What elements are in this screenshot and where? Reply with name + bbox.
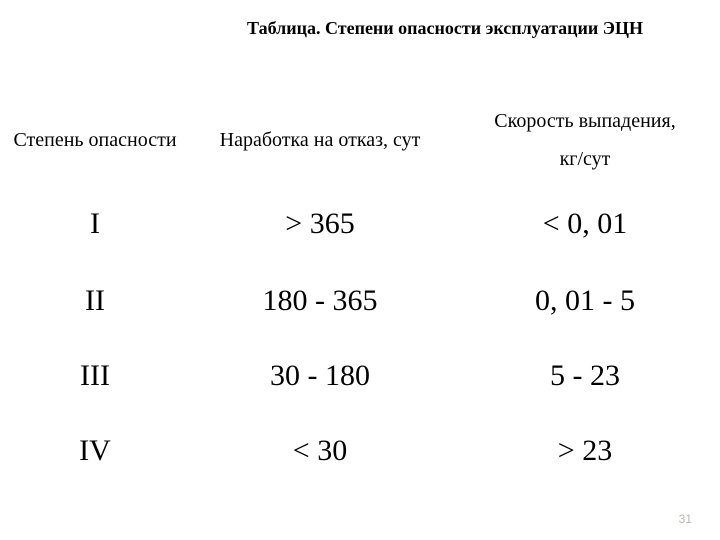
table-row: IV < 30 > 23 — [0, 413, 720, 488]
slide: Таблица. Степени опасности эксплуатации … — [0, 0, 720, 540]
cell-rate: 0, 01 - 5 — [450, 263, 720, 338]
table-row: II 180 - 365 0, 01 - 5 — [0, 263, 720, 338]
cell-rate: < 0, 01 — [450, 185, 720, 263]
header-rate-line2: кг/сут — [560, 148, 611, 170]
header-rate-line1: Скорость выпадения, — [494, 110, 675, 132]
cell-degree: I — [0, 185, 190, 263]
hazard-table: Степень опасности Наработка на отказ, су… — [0, 95, 720, 488]
cell-mtbf: 180 - 365 — [190, 263, 450, 338]
header-degree: Степень опасности — [0, 95, 190, 185]
header-mtbf: Наработка на отказ, сут — [190, 95, 450, 185]
cell-degree: III — [0, 338, 190, 413]
cell-degree: II — [0, 263, 190, 338]
cell-degree: IV — [0, 413, 190, 488]
cell-mtbf: < 30 — [190, 413, 450, 488]
table-row: III 30 - 180 5 - 23 — [0, 338, 720, 413]
cell-mtbf: 30 - 180 — [190, 338, 450, 413]
cell-rate: 5 - 23 — [450, 338, 720, 413]
cell-mtbf: > 365 — [190, 185, 450, 263]
cell-rate: > 23 — [450, 413, 720, 488]
header-rate: Скорость выпадения, кг/сут — [450, 95, 720, 185]
table-header-row: Степень опасности Наработка на отказ, су… — [0, 95, 720, 185]
page-number: 31 — [679, 512, 692, 526]
table-caption: Таблица. Степени опасности эксплуатации … — [0, 18, 720, 39]
table-row: I > 365 < 0, 01 — [0, 185, 720, 263]
